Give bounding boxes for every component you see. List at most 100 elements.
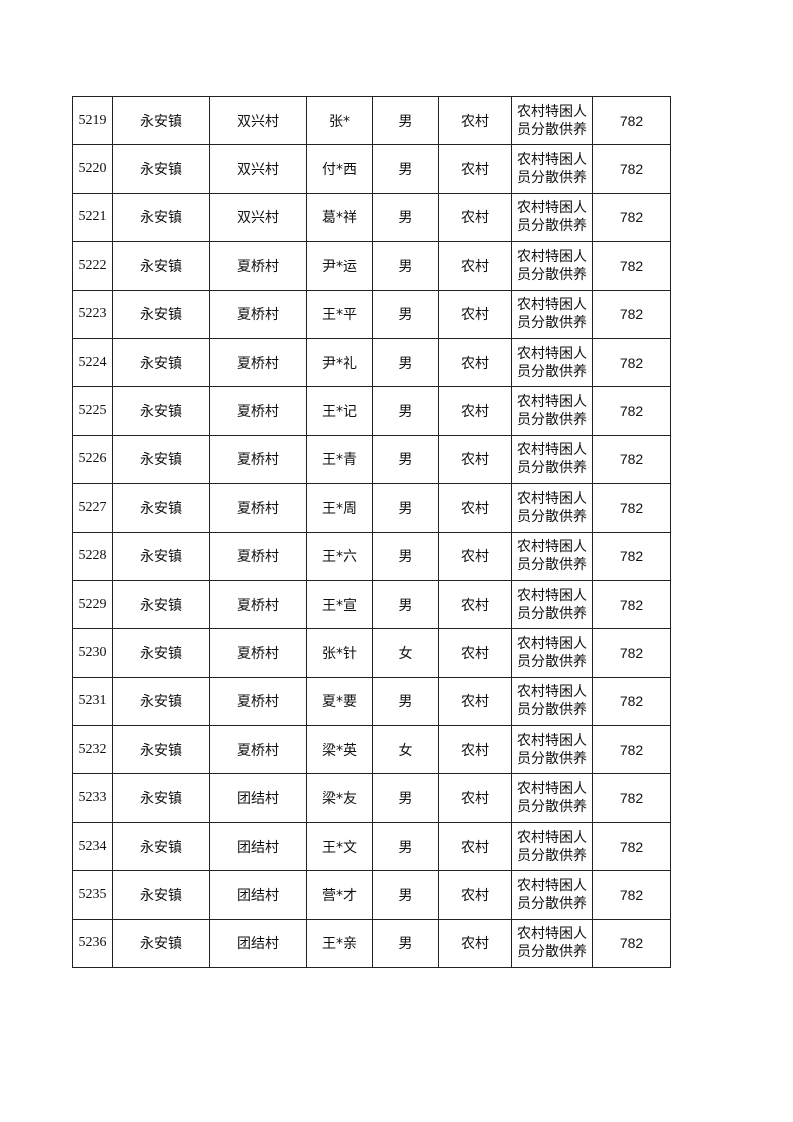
village-cell: 夏桥村 — [209, 289, 307, 339]
amount-cell: 782 — [592, 192, 671, 243]
id-cell: 5232 — [72, 725, 113, 775]
name-cell: 营*才 — [306, 870, 373, 920]
category-cell: 农村特困人员分散供养 — [511, 241, 593, 291]
type-cell: 农村 — [438, 676, 512, 727]
type-cell: 农村 — [438, 192, 512, 243]
gender-cell: 男 — [372, 192, 439, 243]
village-cell: 团结村 — [209, 870, 307, 920]
id-cell: 5219 — [72, 95, 113, 146]
village-cell: 夏桥村 — [209, 725, 307, 775]
type-cell: 农村 — [438, 773, 512, 823]
category-cell: 农村特困人员分散供养 — [511, 821, 593, 872]
id-cell: 5233 — [72, 773, 113, 823]
village-cell: 夏桥村 — [209, 676, 307, 727]
town-cell: 永安镇 — [112, 483, 210, 533]
id-cell: 5223 — [72, 289, 113, 339]
gender-cell: 男 — [372, 144, 439, 194]
village-cell: 夏桥村 — [209, 241, 307, 291]
name-cell: 尹*礼 — [306, 337, 373, 388]
category-cell: 农村特困人员分散供养 — [511, 192, 593, 243]
gender-cell: 女 — [372, 725, 439, 775]
category-cell: 农村特困人员分散供养 — [511, 95, 593, 146]
category-cell: 农村特困人员分散供养 — [511, 918, 593, 969]
id-cell: 5224 — [72, 337, 113, 388]
town-cell: 永安镇 — [112, 579, 210, 630]
gender-cell: 男 — [372, 773, 439, 823]
name-cell: 王*周 — [306, 483, 373, 533]
amount-cell: 782 — [592, 95, 671, 146]
category-cell: 农村特困人员分散供养 — [511, 289, 593, 339]
gender-cell: 男 — [372, 483, 439, 533]
gender-cell: 女 — [372, 628, 439, 678]
category-cell: 农村特困人员分散供养 — [511, 144, 593, 194]
gender-cell: 男 — [372, 918, 439, 969]
name-cell: 付*西 — [306, 144, 373, 194]
gender-cell: 男 — [372, 289, 439, 339]
name-cell: 张*针 — [306, 628, 373, 678]
town-cell: 永安镇 — [112, 918, 210, 969]
id-cell: 5236 — [72, 918, 113, 969]
amount-cell: 782 — [592, 870, 671, 920]
village-cell: 夏桥村 — [209, 386, 307, 436]
name-cell: 王*亲 — [306, 918, 373, 969]
amount-cell: 782 — [592, 337, 671, 388]
amount-cell: 782 — [592, 628, 671, 678]
id-cell: 5229 — [72, 579, 113, 630]
name-cell: 张* — [306, 95, 373, 146]
town-cell: 永安镇 — [112, 676, 210, 727]
id-cell: 5231 — [72, 676, 113, 727]
name-cell: 王*记 — [306, 386, 373, 436]
town-cell: 永安镇 — [112, 144, 210, 194]
id-cell: 5227 — [72, 483, 113, 533]
table-row: 5230 永安镇 夏桥村 张*针女农村 农村特困人员分散供养 782 — [72, 628, 671, 678]
village-cell: 夏桥村 — [209, 434, 307, 485]
name-cell: 王*青 — [306, 434, 373, 485]
table-row: 5219 永安镇 双兴村 张* 男农村 农村特困人员分散供养 782 — [72, 95, 671, 146]
gender-cell: 男 — [372, 241, 439, 291]
type-cell: 农村 — [438, 434, 512, 485]
amount-cell: 782 — [592, 725, 671, 775]
id-cell: 5234 — [72, 821, 113, 872]
town-cell: 永安镇 — [112, 821, 210, 872]
village-cell: 夏桥村 — [209, 483, 307, 533]
table-row: 5232 永安镇 夏桥村 梁*英女农村 农村特困人员分散供养 782 — [72, 725, 671, 775]
amount-cell: 782 — [592, 434, 671, 485]
type-cell: 农村 — [438, 95, 512, 146]
name-cell: 尹*运 — [306, 241, 373, 291]
table-row: 5221 永安镇 双兴村 葛*祥男农村 农村特困人员分散供养 782 — [72, 192, 671, 243]
type-cell: 农村 — [438, 628, 512, 678]
table-row: 5227 永安镇 夏桥村 王*周男农村 农村特困人员分散供养 782 — [72, 483, 671, 533]
village-cell: 双兴村 — [209, 192, 307, 243]
id-cell: 5220 — [72, 144, 113, 194]
village-cell: 双兴村 — [209, 95, 307, 146]
name-cell: 梁*英 — [306, 725, 373, 775]
town-cell: 永安镇 — [112, 531, 210, 581]
town-cell: 永安镇 — [112, 241, 210, 291]
town-cell: 永安镇 — [112, 337, 210, 388]
name-cell: 夏*要 — [306, 676, 373, 727]
amount-cell: 782 — [592, 531, 671, 581]
table-row: 5233 永安镇 团结村 梁*友男农村 农村特困人员分散供养 782 — [72, 773, 671, 823]
type-cell: 农村 — [438, 483, 512, 533]
gender-cell: 男 — [372, 386, 439, 436]
id-cell: 5235 — [72, 870, 113, 920]
town-cell: 永安镇 — [112, 289, 210, 339]
town-cell: 永安镇 — [112, 725, 210, 775]
id-cell: 5226 — [72, 434, 113, 485]
type-cell: 农村 — [438, 144, 512, 194]
town-cell: 永安镇 — [112, 773, 210, 823]
amount-cell: 782 — [592, 821, 671, 872]
id-cell: 5230 — [72, 628, 113, 678]
amount-cell: 782 — [592, 483, 671, 533]
town-cell: 永安镇 — [112, 628, 210, 678]
type-cell: 农村 — [438, 531, 512, 581]
type-cell: 农村 — [438, 241, 512, 291]
amount-cell: 782 — [592, 289, 671, 339]
village-cell: 夏桥村 — [209, 628, 307, 678]
table-row: 5236 永安镇 团结村 王*亲男农村 农村特困人员分散供养 782 — [72, 918, 671, 969]
amount-cell: 782 — [592, 579, 671, 630]
amount-cell: 782 — [592, 241, 671, 291]
type-cell: 农村 — [438, 289, 512, 339]
category-cell: 农村特困人员分散供养 — [511, 676, 593, 727]
gender-cell: 男 — [372, 870, 439, 920]
